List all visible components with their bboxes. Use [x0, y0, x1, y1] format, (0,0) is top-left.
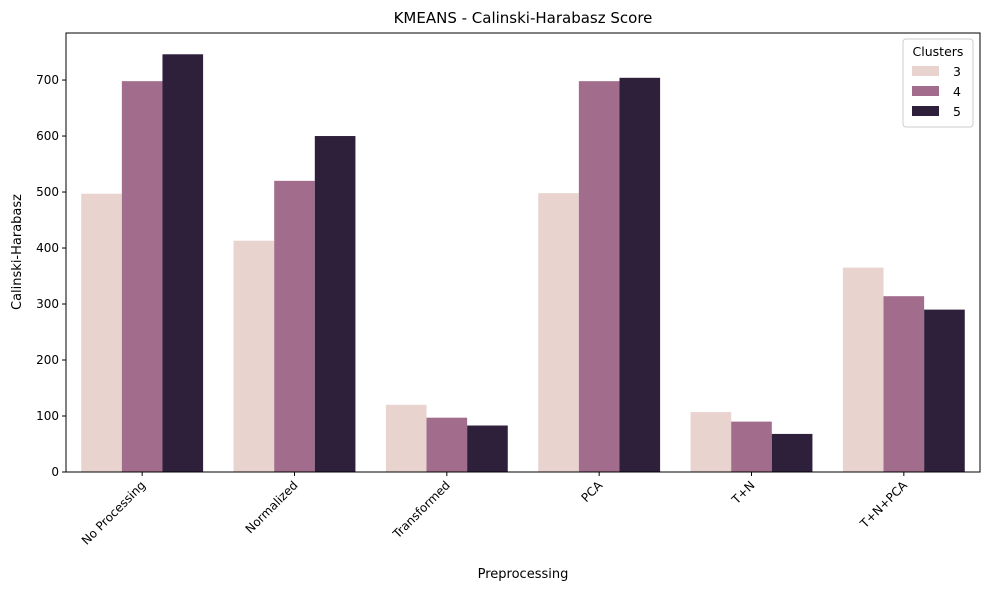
x-tick-label: T+N+PCA — [857, 478, 911, 532]
x-tick-label: No Processing — [79, 478, 148, 547]
bar-normalized-3 — [233, 240, 275, 472]
y-tick-label: 200 — [36, 353, 59, 367]
legend-swatch-5 — [912, 106, 939, 116]
bar-t-n-pca-5 — [924, 309, 965, 472]
y-tick-label: 400 — [36, 241, 59, 255]
bar-normalized-5 — [314, 136, 356, 472]
y-tick-label: 500 — [36, 185, 59, 199]
legend-swatch-3 — [912, 66, 939, 76]
bar-pca-3 — [538, 193, 579, 472]
bar-no-processing-5 — [162, 54, 204, 472]
bar-no-processing-3 — [81, 193, 122, 472]
bar-transformed-3 — [385, 404, 427, 472]
y-tick-label: 300 — [36, 297, 59, 311]
x-tick-label: Normalized — [243, 478, 301, 536]
chart-title: KMEANS - Calinski-Harabasz Score — [394, 9, 653, 27]
bar-t-n-4 — [731, 421, 772, 472]
legend-box — [902, 38, 974, 128]
y-tick-label: 700 — [36, 73, 59, 87]
bar-pca-5 — [619, 77, 661, 473]
x-tick-label: PCA — [579, 478, 606, 505]
bar-normalized-4 — [274, 180, 315, 472]
legend-label-3: 3 — [953, 64, 961, 79]
legend: Clusters 3 4 5 — [902, 38, 974, 128]
bar-no-processing-4 — [121, 81, 163, 472]
y-tick-label: 0 — [51, 465, 59, 479]
x-tick-label: Transformed — [390, 478, 453, 541]
bars-layer — [81, 54, 965, 473]
y-tick-label: 600 — [36, 129, 59, 143]
bar-t-n-3 — [690, 412, 732, 472]
plot-frame — [65, 32, 981, 473]
bar-transformed-5 — [467, 425, 508, 472]
x-axis-title: Preprocessing — [478, 567, 569, 582]
bar-transformed-4 — [426, 417, 468, 472]
legend-label-4: 4 — [953, 84, 961, 99]
y-tick-label: 100 — [36, 409, 59, 423]
legend-swatch-4 — [912, 86, 939, 96]
bar-pca-4 — [578, 81, 620, 472]
y-axis-title: Calinski-Harabasz — [10, 194, 25, 310]
legend-title: Clusters — [913, 44, 964, 59]
legend-label-5: 5 — [953, 104, 961, 119]
bar-t-n-5 — [771, 433, 813, 472]
x-tick-label: T+N — [728, 478, 757, 507]
bar-t-n-pca-4 — [883, 296, 925, 472]
bar-t-n-pca-3 — [842, 267, 884, 472]
